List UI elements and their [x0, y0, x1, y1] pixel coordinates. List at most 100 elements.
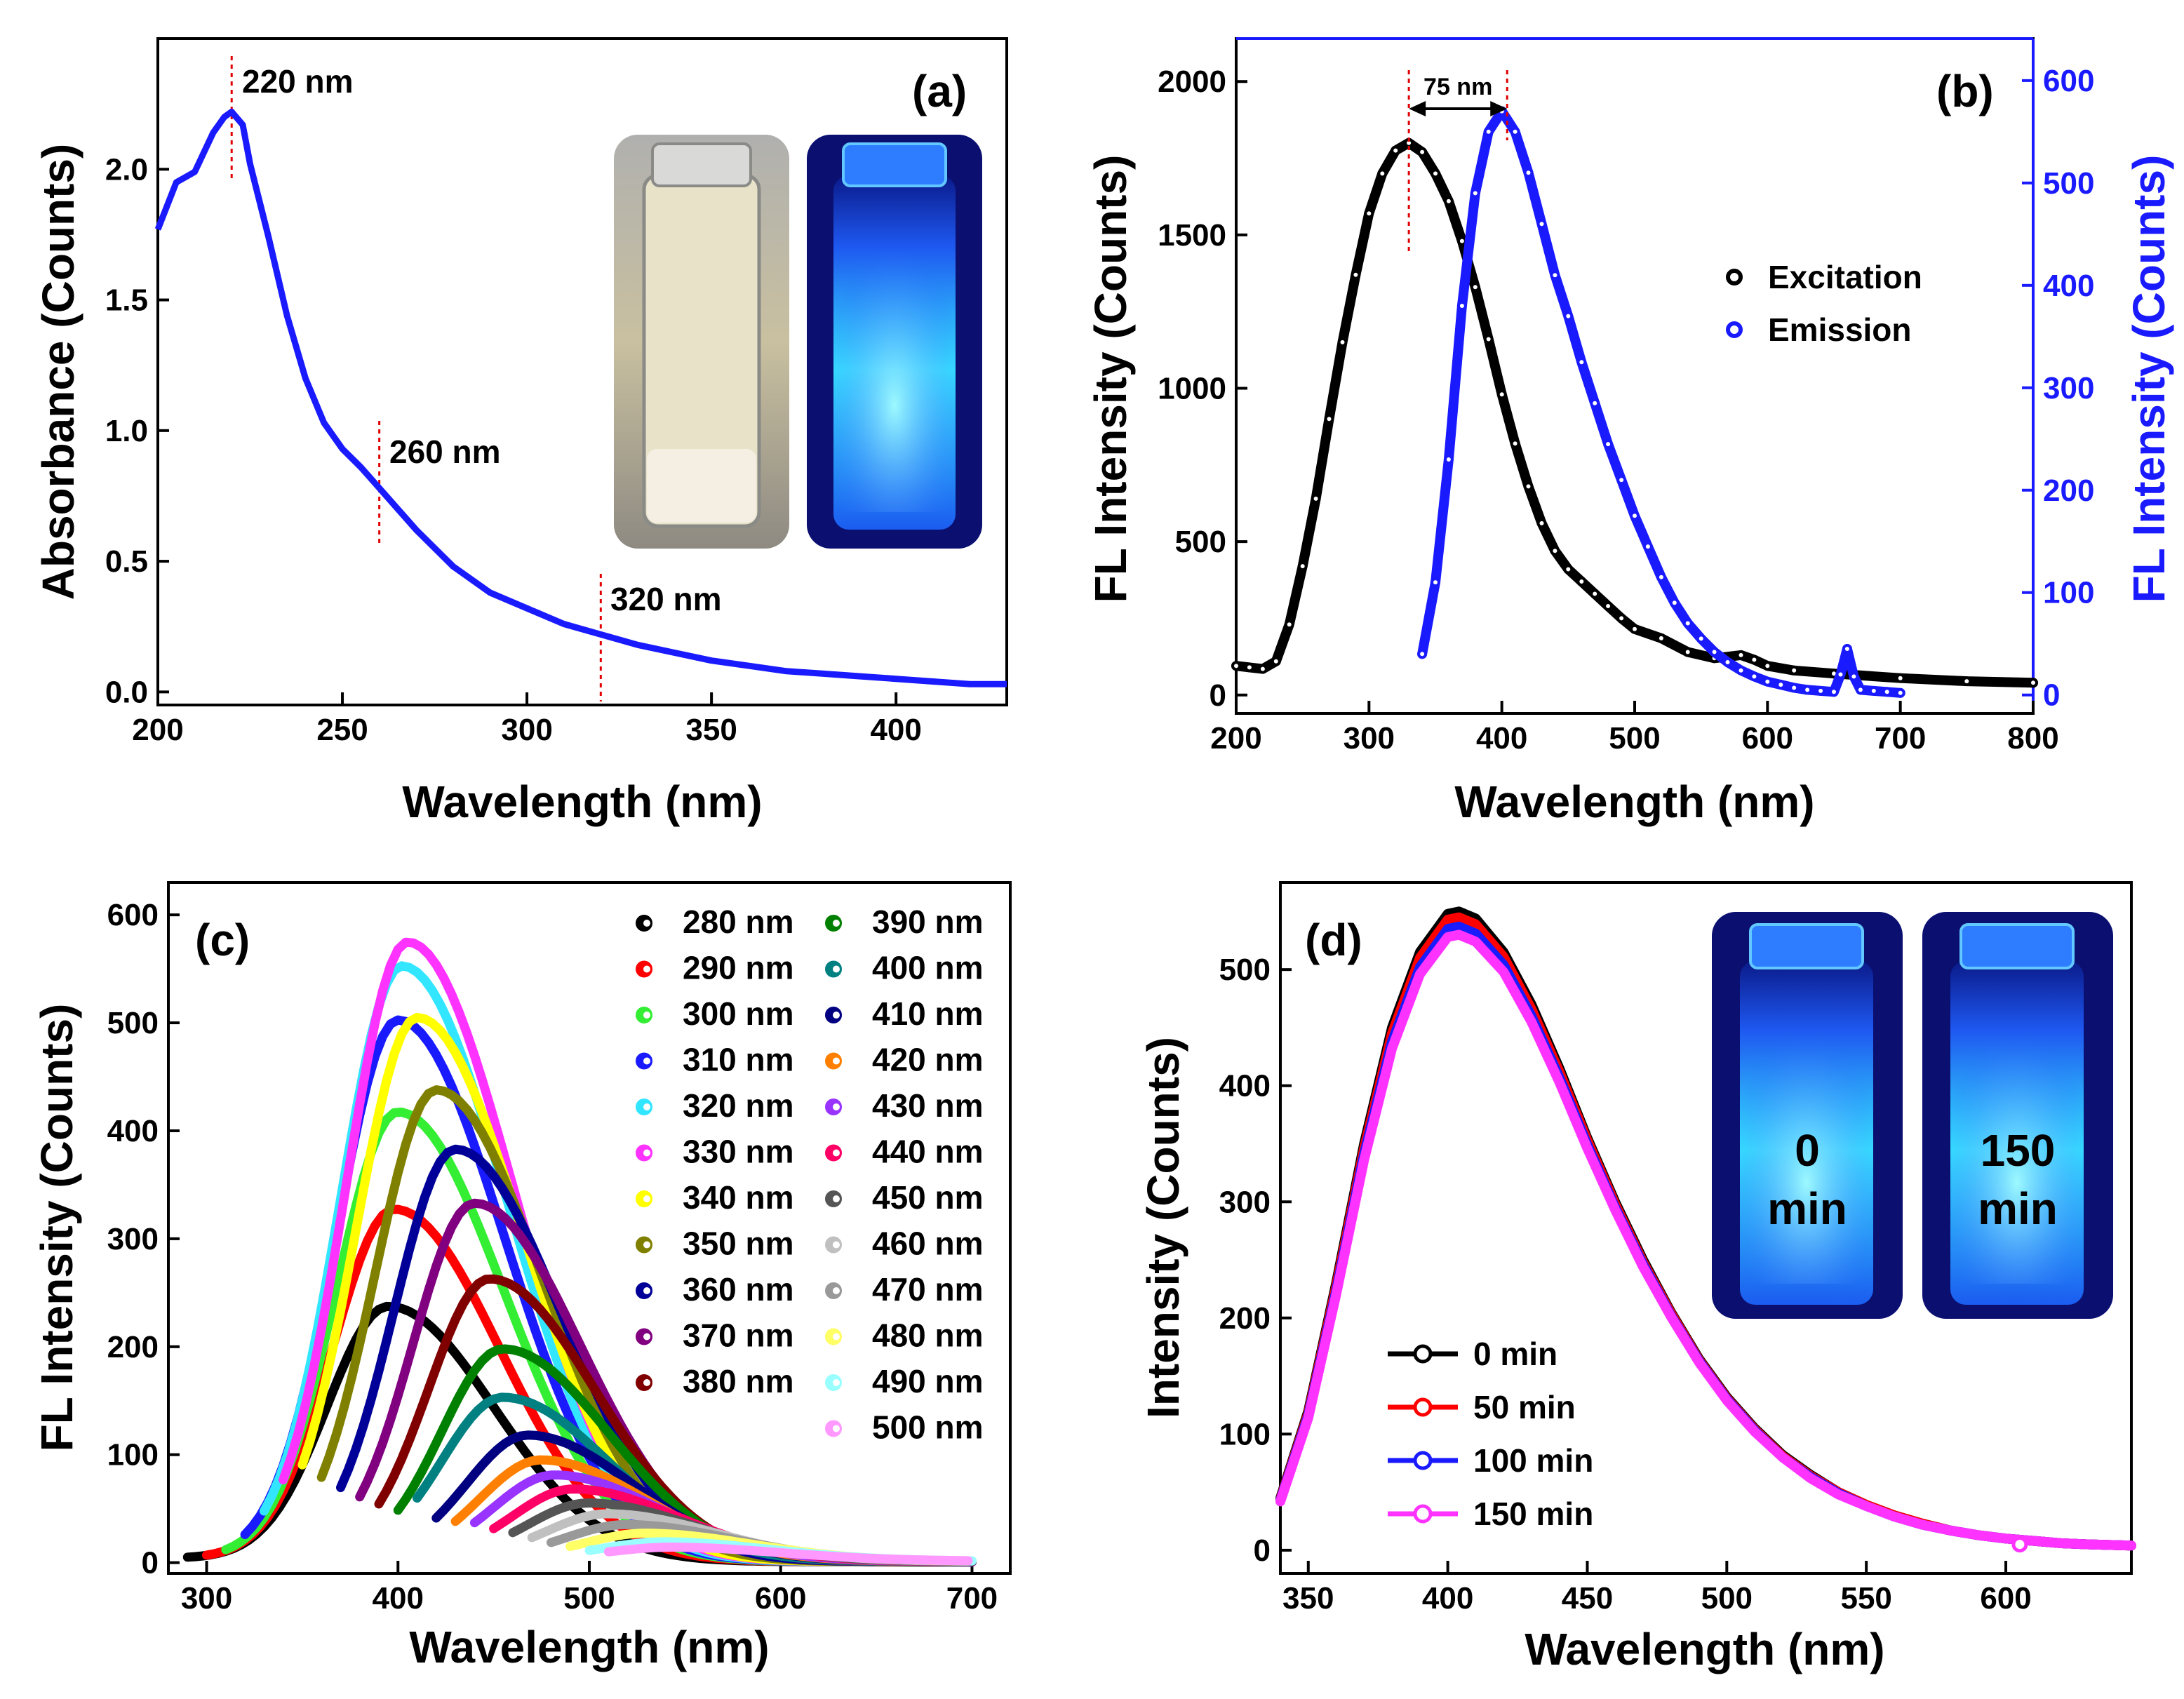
- excitation-point: [1962, 676, 1972, 687]
- panel-d-ytick-label: 500: [1219, 953, 1271, 987]
- panel-d-yticks: 0 100 200 300 400 500: [1219, 953, 1292, 1568]
- emission-point: [1616, 475, 1627, 485]
- legend-label-390: 390 nm: [872, 904, 984, 940]
- excitation-line: [1231, 137, 2038, 688]
- legend-marker-hollow-330: [643, 1149, 650, 1157]
- panel-c-ytick-label: 300: [107, 1222, 159, 1256]
- panel-b-legend: Excitation Emission: [1726, 259, 1922, 348]
- legend-marker-0: [1413, 1344, 1433, 1364]
- emission-point: [1470, 188, 1480, 199]
- legend-label-320: 320 nm: [683, 1087, 794, 1124]
- panel-a-ytick-label: 1.5: [105, 283, 148, 318]
- emission-point: [1736, 665, 1746, 676]
- panel-c-ytick-label: 400: [107, 1114, 159, 1148]
- panel-a-series: [154, 108, 1007, 687]
- excitation-point: [1364, 208, 1374, 219]
- excitation-point: [1271, 656, 1281, 666]
- panel-d-ytick-label: 100: [1219, 1417, 1271, 1451]
- panel-c-xtick-label: 700: [946, 1581, 998, 1616]
- emission-point: [1722, 657, 1733, 667]
- legend-label-380: 380 nm: [683, 1363, 794, 1399]
- panel-c-series: [182, 937, 977, 1567]
- stokes-shift-label: 75 nm: [1423, 74, 1492, 100]
- panel-c-ytick-label: 100: [107, 1438, 159, 1472]
- panel-c: 300 400 500 600 700 0 100 200 300 400 500 600 280 …: [32, 881, 1012, 1672]
- daylight-vial-sediment: [647, 449, 756, 523]
- panel-d-ytick-label: 200: [1219, 1301, 1271, 1336]
- panel-b-xtick-label: 200: [1210, 721, 1261, 756]
- legend-label-350: 350 nm: [683, 1225, 794, 1262]
- excitation-point: [1297, 561, 1308, 572]
- emission-point: [1802, 685, 1813, 695]
- emission-point: [1510, 126, 1520, 137]
- panel-d-xtick-label: 450: [1562, 1581, 1613, 1616]
- emission-point: [1656, 572, 1666, 582]
- stability-150min-point: [2011, 1536, 2028, 1553]
- legend-marker-hollow-320: [643, 1103, 650, 1110]
- excitation-point: [1656, 633, 1666, 643]
- legend-label-420: 420 nm: [872, 1042, 984, 1078]
- panel-b-ytick-label: 1000: [1158, 371, 1226, 405]
- legend-marker-hollow-460: [833, 1241, 840, 1249]
- vial-0min-label-number: 0: [1795, 1125, 1820, 1176]
- panel-d-inset-vials: 0 min 150 min: [1712, 912, 2113, 1319]
- excitation-point: [1603, 601, 1614, 611]
- emission-point: [1855, 685, 1865, 695]
- legend-marker-hollow-440: [833, 1149, 840, 1157]
- panel-b-xtick-label: 300: [1344, 721, 1395, 756]
- emission-line: [1417, 106, 1905, 698]
- emission-point: [1603, 439, 1614, 450]
- panel-d-xtick-label: 350: [1282, 1581, 1334, 1616]
- excitation-point: [1337, 337, 1348, 347]
- excitation-point: [1483, 334, 1494, 344]
- panel-b-ylabel: FL Intensity (Counts): [1085, 155, 1136, 603]
- legend-marker-hollow-340: [643, 1195, 650, 1202]
- legend-marker-hollow-350: [643, 1241, 650, 1249]
- legend-label-360: 360 nm: [683, 1271, 794, 1308]
- legend-label-310: 310 nm: [683, 1042, 794, 1078]
- panel-b-ylabel-right: FL Intensity (Counts): [2124, 155, 2174, 603]
- panel-b-right-ytick-label: 100: [2043, 576, 2094, 610]
- excitation-point: [1616, 613, 1627, 624]
- legend-label-430: 430 nm: [872, 1087, 984, 1124]
- excitation-point: [1510, 438, 1520, 449]
- emission-point: [1443, 455, 1454, 464]
- legend-label-440: 440 nm: [872, 1134, 984, 1170]
- emission-point: [1882, 687, 1892, 697]
- legend-label-330: 330 nm: [683, 1134, 794, 1170]
- uv-vial-cap: [842, 142, 947, 187]
- panel-a-annotation-label: 260 nm: [389, 434, 501, 470]
- emission-point: [1696, 633, 1706, 644]
- panel-b-annotation: 75 nm: [1407, 70, 1508, 253]
- panel-c-label: (c): [195, 915, 250, 965]
- legend-marker-hollow-290: [643, 965, 650, 973]
- legend-marker-hollow-300: [643, 1012, 650, 1019]
- shift-arrow-head-right: [1490, 101, 1508, 116]
- daylight-vial-cap: [651, 142, 752, 187]
- panel-d-xticks: 350 400 450 500 550 600: [1282, 1561, 2032, 1616]
- panel-a-annotations: 220 nm 260 nm 320 nm: [230, 56, 722, 701]
- emission-point: [1431, 577, 1440, 588]
- panel-d-frame: [1279, 881, 2133, 1575]
- legend-marker-hollow-480: [833, 1333, 840, 1341]
- panel-d-xtick-label: 400: [1422, 1581, 1473, 1616]
- excitation-point: [1736, 650, 1746, 660]
- panel-a-ylabel: Absorbance (Counts): [33, 144, 83, 600]
- excitation-point: [1523, 481, 1534, 492]
- emission-point: [1630, 511, 1640, 521]
- legend-marker-hollow-420: [833, 1057, 840, 1065]
- panel-b-ytick-label: 1500: [1158, 218, 1226, 253]
- excitation-point: [1231, 661, 1241, 671]
- legend-label-emission: Emission: [1768, 311, 1912, 348]
- panel-b-xticks: 200 300 400 500 600 700 800: [1210, 701, 2059, 756]
- legend-marker-hollow-360: [643, 1287, 650, 1294]
- excitation-point: [1536, 518, 1547, 528]
- panel-d-xlabel: Wavelength (nm): [1525, 1624, 1884, 1674]
- legend-marker-hollow-410: [833, 1012, 840, 1019]
- panel-b-right-ytick-label: 500: [2043, 166, 2094, 201]
- emission-point: [1483, 126, 1494, 137]
- panel-c-yticks: 0 100 200 300 400 500 600: [107, 898, 180, 1580]
- legend-label-370: 370 nm: [683, 1317, 794, 1354]
- panel-b-yticks: 0 500 1000 1500 2000: [1158, 65, 1247, 713]
